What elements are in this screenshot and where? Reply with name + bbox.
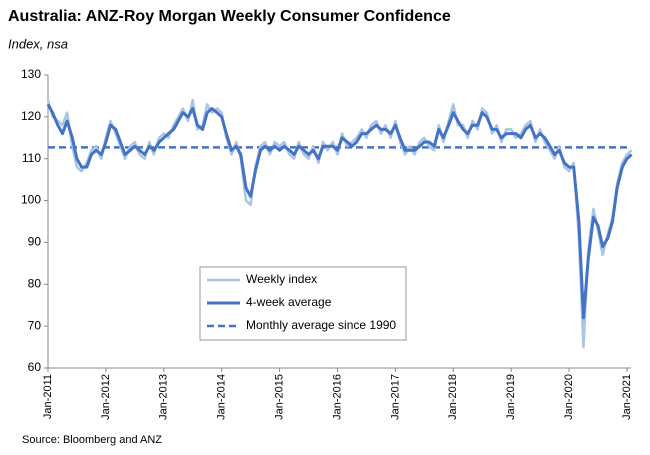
y-tick-label: 80	[28, 276, 42, 290]
y-tick-label: 120	[21, 109, 41, 123]
legend-label: 4-week average	[246, 295, 332, 309]
y-tick-label: 100	[21, 193, 41, 207]
y-tick-label: 60	[28, 360, 42, 374]
chart-title: Australia: ANZ-Roy Morgan Weekly Consume…	[8, 8, 451, 25]
x-tick-label: Jan-2017	[389, 374, 401, 420]
x-tick-label: Jan-2014	[216, 374, 228, 420]
source-note: Source: Bloomberg and ANZ	[22, 434, 162, 446]
series-line	[46, 103, 633, 320]
chart-subtitle: Index, nsa	[8, 36, 68, 51]
x-tick-label: Jan-2019	[505, 374, 517, 420]
legend-label: Weekly index	[246, 272, 317, 286]
x-tick-label: Jan-2020	[563, 374, 575, 420]
x-tick-label: Jan-2016	[331, 374, 343, 420]
legend-label: Monthly average since 1990	[246, 318, 396, 332]
y-tick-label: 110	[22, 151, 41, 165]
x-tick-label: Jan-2011	[42, 374, 54, 419]
y-tick-label: 70	[28, 318, 42, 332]
y-tick-label: 130	[21, 67, 41, 81]
y-tick-label: 90	[28, 235, 42, 249]
x-tick-label: Jan-2018	[447, 374, 459, 420]
x-tick-label: Jan-2015	[273, 374, 285, 420]
x-tick-label: Jan-2021	[621, 374, 633, 420]
x-tick-label: Jan-2013	[158, 374, 170, 420]
x-tick-label: Jan-2012	[100, 374, 112, 420]
